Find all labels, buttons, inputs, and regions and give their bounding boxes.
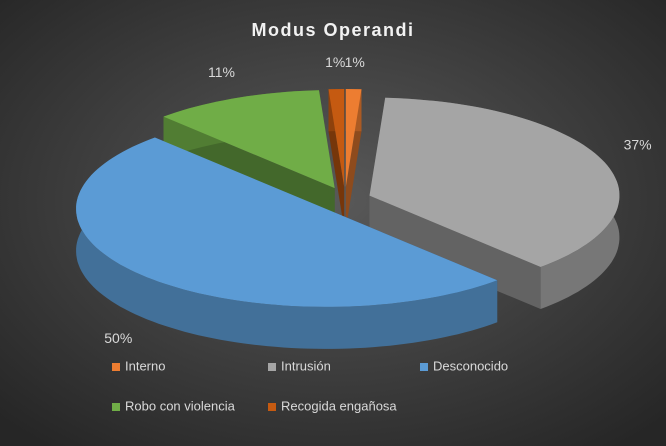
chart-title: Modus Operandi: [251, 20, 414, 40]
legend-swatch: [112, 363, 120, 371]
slice: [369, 97, 620, 267]
data-label: 50%: [104, 330, 132, 346]
legend-label: Interno: [125, 358, 165, 373]
legend-label: Intrusión: [281, 358, 331, 373]
data-label: 1%: [325, 54, 345, 70]
legend-label: Desconocido: [433, 358, 508, 373]
slice: [76, 137, 498, 307]
slice-side: [76, 137, 498, 349]
data-label: 11%: [208, 64, 235, 80]
slice-wall: [369, 195, 541, 309]
legend-swatch: [112, 403, 120, 411]
data-label: 37%: [624, 136, 652, 152]
legend-swatch: [268, 403, 276, 411]
legend-swatch: [420, 363, 428, 371]
slice: [345, 89, 362, 187]
legend-swatch: [268, 363, 276, 371]
labels: 1% 37% 50% 11% 1%: [104, 54, 651, 346]
legend-label: Recogida engañosa: [281, 398, 397, 413]
legend-label: Robo con violencia: [125, 398, 236, 413]
legend: Interno Intrusión Desconocido Robo con viol…: [112, 358, 508, 413]
slice: [163, 90, 335, 189]
data-label: 1%: [345, 54, 365, 70]
slice: [328, 89, 345, 187]
pie-tops: [76, 89, 620, 307]
